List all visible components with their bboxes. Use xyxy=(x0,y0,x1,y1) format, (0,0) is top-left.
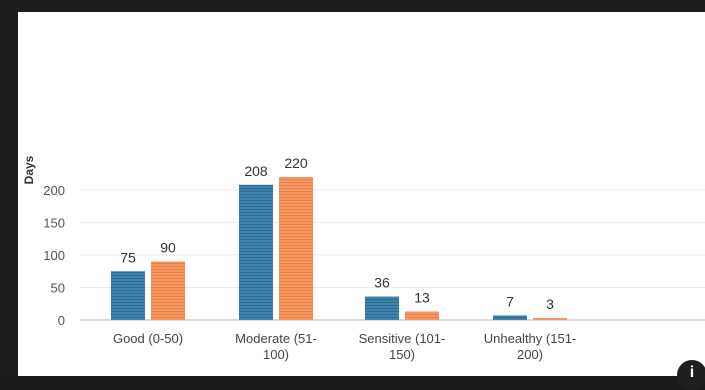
bar xyxy=(365,296,399,320)
info-icon: i xyxy=(689,364,695,381)
y-tick-label: 200 xyxy=(43,183,65,198)
category-label: Sensitive (101- xyxy=(359,331,446,346)
data-label: 220 xyxy=(284,155,308,171)
bar xyxy=(493,315,527,320)
top-border xyxy=(0,0,705,12)
data-label: 3 xyxy=(546,296,554,312)
data-label: 208 xyxy=(244,163,268,179)
data-label: 90 xyxy=(160,240,176,256)
data-label: 13 xyxy=(414,290,430,306)
category-label: Moderate (51- xyxy=(235,331,317,346)
data-label: 75 xyxy=(120,249,136,265)
bar xyxy=(533,318,567,320)
y-axis-title: Days xyxy=(22,155,36,184)
category-label: Unhealthy (151- xyxy=(484,331,577,346)
info-button[interactable]: i xyxy=(677,360,705,390)
chart-panel: 0 50 100 150 200 75 208 36 7 90 220 13 3 Good (0-50) M… xyxy=(18,12,705,376)
category-label: Good (0-50) xyxy=(113,331,183,346)
y-tick-label: 150 xyxy=(43,216,65,231)
data-label: 7 xyxy=(506,293,514,309)
category-label: 100) xyxy=(263,347,289,362)
bar-chart: 0 50 100 150 200 75 208 36 7 90 220 13 3 Good (0-50) M… xyxy=(22,155,705,362)
bar xyxy=(111,271,145,320)
left-border xyxy=(0,0,18,376)
bar xyxy=(405,311,439,320)
category-label: 200) xyxy=(517,347,543,362)
y-tick-label: 50 xyxy=(51,281,65,296)
bar xyxy=(239,184,273,320)
bars xyxy=(111,177,567,320)
bar xyxy=(151,261,185,320)
y-tick-label: 0 xyxy=(58,313,65,328)
labels: 0 50 100 150 200 75 208 36 7 90 220 13 3 Good (0-50) M… xyxy=(43,155,576,362)
y-tick-label: 100 xyxy=(43,248,65,263)
bar xyxy=(279,177,313,320)
data-label: 36 xyxy=(374,275,390,291)
category-label: 150) xyxy=(389,347,415,362)
